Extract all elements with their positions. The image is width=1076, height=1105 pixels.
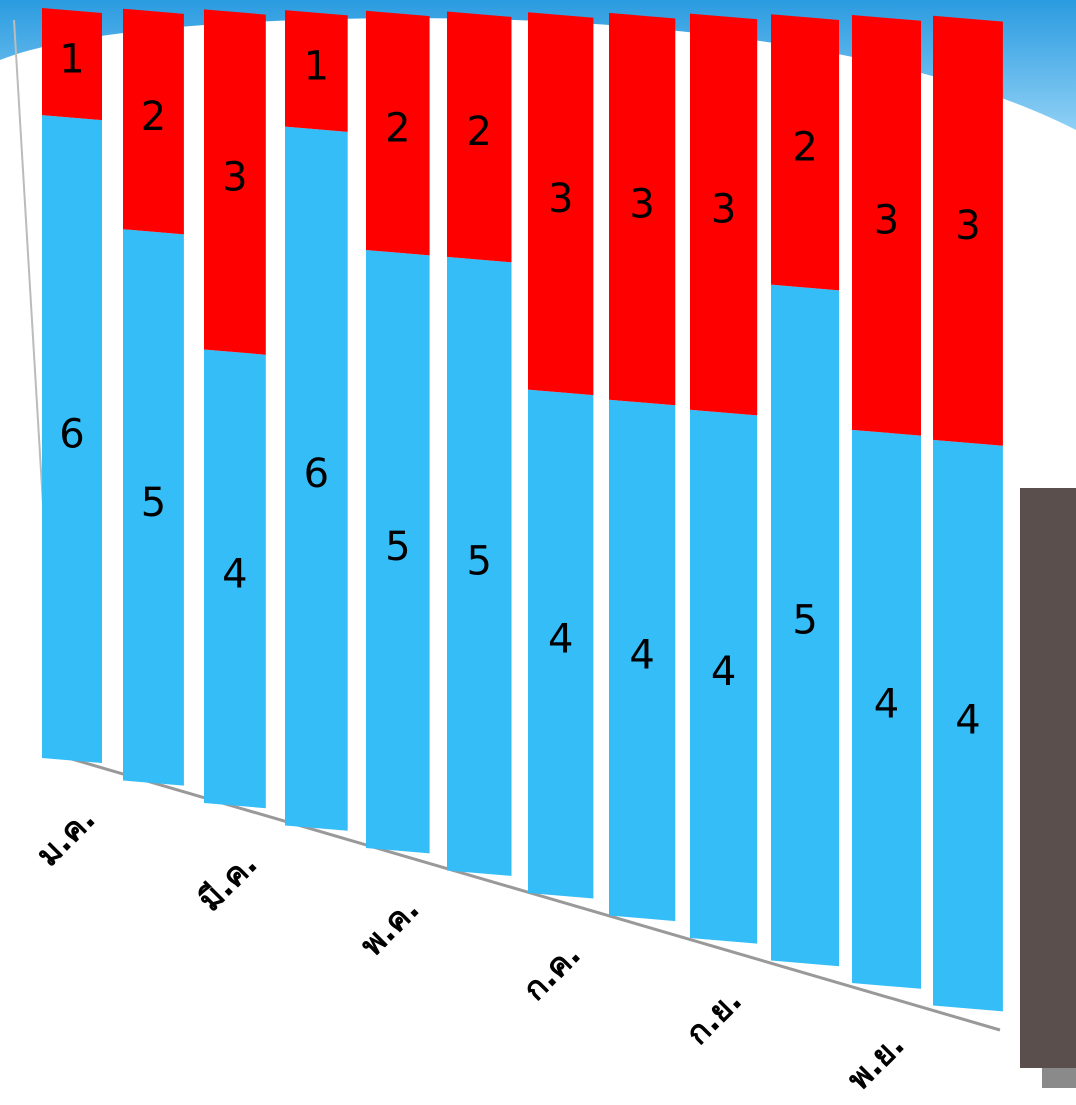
photo-shadow [1042,1068,1076,1088]
bar-segment [933,15,1003,446]
bar-segment [285,126,348,831]
value-label: 4 [222,551,247,597]
bar-segment [123,229,184,786]
bar-segment [366,250,430,854]
value-label: 5 [141,480,166,526]
value-label: 4 [955,698,980,744]
value-label: 3 [222,154,247,200]
value-label: 2 [467,109,492,155]
value-label: 4 [711,649,736,695]
plot: 6 1 ม.ค. 5 2 4 3 มี.ค. 6 1 5 2 พ.ค. 5 2 4 3 ก.ค. 4 3 4 3 ก.ย. 5… [29,8,1003,1098]
bar-segment [123,8,184,235]
bar-segment [933,439,1003,1012]
value-label: 5 [467,539,492,585]
bar-segment [690,409,758,944]
bar-segment [204,9,266,355]
bar-segment [771,14,840,291]
value-label: 6 [59,412,84,458]
value-label: 1 [304,43,329,89]
value-label: 2 [141,94,166,140]
x-tick-label: ม.ค. [29,800,103,874]
value-label: 4 [548,616,573,662]
bar-segment [852,429,921,989]
value-label: 4 [874,681,899,727]
bar-segment [204,349,266,809]
bar-segment [42,8,102,121]
x-tick-label: พ.ค. [353,890,427,964]
bar-segment [690,13,758,416]
value-label: 5 [792,598,817,644]
bar-segment [285,10,348,132]
value-label: 4 [629,633,654,679]
photo [1020,488,1076,1068]
bar-segment [609,12,676,406]
bar-segment [447,256,512,876]
bar-segment [609,399,676,922]
x-tick-label: พ.ย. [839,1025,911,1097]
bar-segment [447,11,512,263]
bar-segment [528,389,594,899]
value-label: 5 [385,524,410,570]
value-label: 3 [955,203,980,249]
value-label: 3 [629,181,654,227]
x-tick-label: ก.ย. [678,981,749,1052]
x-tick-label: มี.ค. [191,845,265,919]
bar-segment [852,15,921,436]
bar-segment [42,115,102,764]
value-label: 3 [548,176,573,222]
x-tick-label: ก.ค. [515,935,588,1008]
value-label: 6 [304,451,329,497]
value-label: 1 [59,37,84,83]
bar-segment [528,12,594,396]
value-label: 3 [874,197,899,243]
bar-segment [366,10,430,256]
value-label: 2 [792,124,817,170]
value-label: 2 [385,105,410,151]
bar-segment [771,284,840,967]
value-label: 3 [711,187,736,233]
